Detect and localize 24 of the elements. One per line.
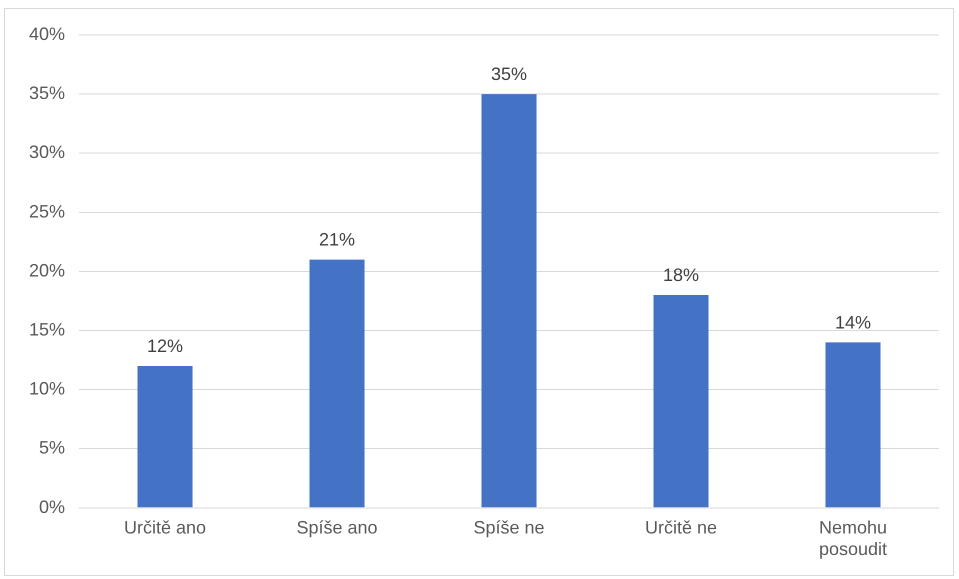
data-label: 35% [491,64,528,84]
y-tick-label: 0% [39,496,66,517]
y-tick-label: 20% [28,260,66,280]
bar [653,295,709,508]
bar [310,260,365,508]
data-label: 21% [319,230,356,250]
x-tick-label: Určitě ne [644,518,718,538]
bar [138,366,193,508]
x-tick-label: Nemohu posoudit [818,518,888,560]
data-label: 18% [662,265,700,286]
y-tick-label: 30% [28,142,66,162]
data-label: 14% [834,312,872,332]
y-tick-label: 40% [28,24,66,44]
x-tick-label: Spíše ano [296,518,378,538]
y-tick-label: 35% [28,83,66,104]
bar [481,94,537,508]
y-tick-label: 25% [28,201,66,222]
x-tick-label: Spíše ne [473,518,545,538]
y-tick-label: 15% [28,319,66,340]
y-tick-label: 10% [28,378,66,399]
data-label: 12% [147,336,184,356]
x-tick-label: Určitě ano [124,518,206,538]
y-tick-label: 5% [39,438,66,458]
bar [825,342,881,508]
